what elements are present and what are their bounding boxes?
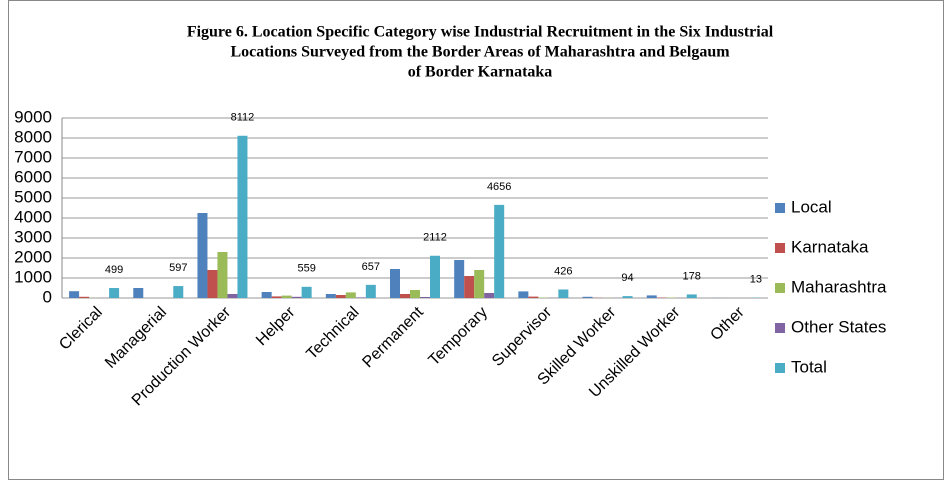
y-tick-label: 3000 xyxy=(14,227,52,246)
bar xyxy=(217,252,228,298)
bar xyxy=(325,294,336,298)
bar xyxy=(109,288,120,298)
bar xyxy=(365,284,376,298)
data-label: 657 xyxy=(362,261,380,273)
bar xyxy=(227,294,238,298)
chart-title: Locations Surveyed from the Border Areas… xyxy=(230,44,730,61)
bar xyxy=(355,297,366,298)
bar xyxy=(133,288,144,298)
x-tick-label: Helper xyxy=(253,303,299,349)
bar xyxy=(345,292,356,298)
data-label: 94 xyxy=(621,272,633,284)
y-tick-label: 1000 xyxy=(14,267,52,286)
bar xyxy=(79,296,90,298)
data-label: 499 xyxy=(105,264,123,276)
bar xyxy=(301,286,312,298)
legend-swatch xyxy=(775,243,785,253)
y-tick-label: 8000 xyxy=(14,127,52,146)
data-label: 426 xyxy=(554,265,572,277)
bar xyxy=(582,296,593,298)
bar xyxy=(69,291,80,298)
bar xyxy=(281,295,292,298)
bar xyxy=(207,270,218,298)
frame xyxy=(8,0,944,480)
bar xyxy=(420,297,430,298)
bar xyxy=(686,294,697,298)
data-label: 2112 xyxy=(423,232,447,244)
legend-swatch xyxy=(775,323,785,333)
x-tick-label: Supervisor xyxy=(489,303,556,370)
bar xyxy=(261,292,272,298)
bar xyxy=(271,296,282,298)
legend-label: Other States xyxy=(791,317,886,336)
chart-title: of Border Karnataka xyxy=(408,64,553,81)
bar xyxy=(237,135,248,298)
x-tick-label: Managerial xyxy=(102,304,170,372)
bar xyxy=(646,295,657,298)
x-tick-label: Temporary xyxy=(426,304,491,369)
y-tick-label: 7000 xyxy=(14,147,52,166)
legend-label: Total xyxy=(791,357,827,376)
bar xyxy=(518,291,529,298)
legend-swatch xyxy=(775,283,785,293)
y-tick-label: 2000 xyxy=(14,247,52,266)
bar xyxy=(400,294,410,298)
y-tick-label: 0 xyxy=(43,287,52,306)
x-tick-label: Technical xyxy=(303,304,362,363)
bar xyxy=(291,296,302,298)
bar xyxy=(335,295,346,298)
legend-label: Local xyxy=(791,197,832,216)
data-label: 597 xyxy=(169,262,187,274)
y-tick-label: 4000 xyxy=(14,207,52,226)
bar xyxy=(528,296,539,298)
y-tick-label: 5000 xyxy=(14,187,52,206)
data-label: 559 xyxy=(297,263,315,275)
x-tick-label: Clerical xyxy=(56,304,106,354)
bar xyxy=(494,204,505,298)
data-label: 4656 xyxy=(487,181,511,193)
legend-label: Maharashtra xyxy=(791,277,887,296)
bar xyxy=(430,255,440,298)
data-label: 8112 xyxy=(231,112,255,124)
legend-swatch xyxy=(775,363,785,373)
y-tick-label: 9000 xyxy=(14,107,52,126)
bar xyxy=(484,293,495,298)
bar xyxy=(390,269,400,298)
bar xyxy=(558,289,569,298)
bar xyxy=(410,290,420,298)
chart-title: Figure 6. Location Specific Category wis… xyxy=(187,24,774,41)
legend-swatch xyxy=(775,203,785,213)
data-label: 178 xyxy=(683,270,701,282)
bar xyxy=(173,286,184,298)
bar xyxy=(197,213,208,298)
x-tick-label: Other xyxy=(707,303,748,344)
data-label: 13 xyxy=(750,274,762,286)
bar xyxy=(622,296,633,298)
legend-label: Karnataka xyxy=(791,237,869,256)
bar xyxy=(464,276,475,298)
y-tick-label: 6000 xyxy=(14,167,52,186)
bar xyxy=(454,260,465,298)
x-tick-label: Permanent xyxy=(359,303,427,371)
bar xyxy=(474,270,485,298)
